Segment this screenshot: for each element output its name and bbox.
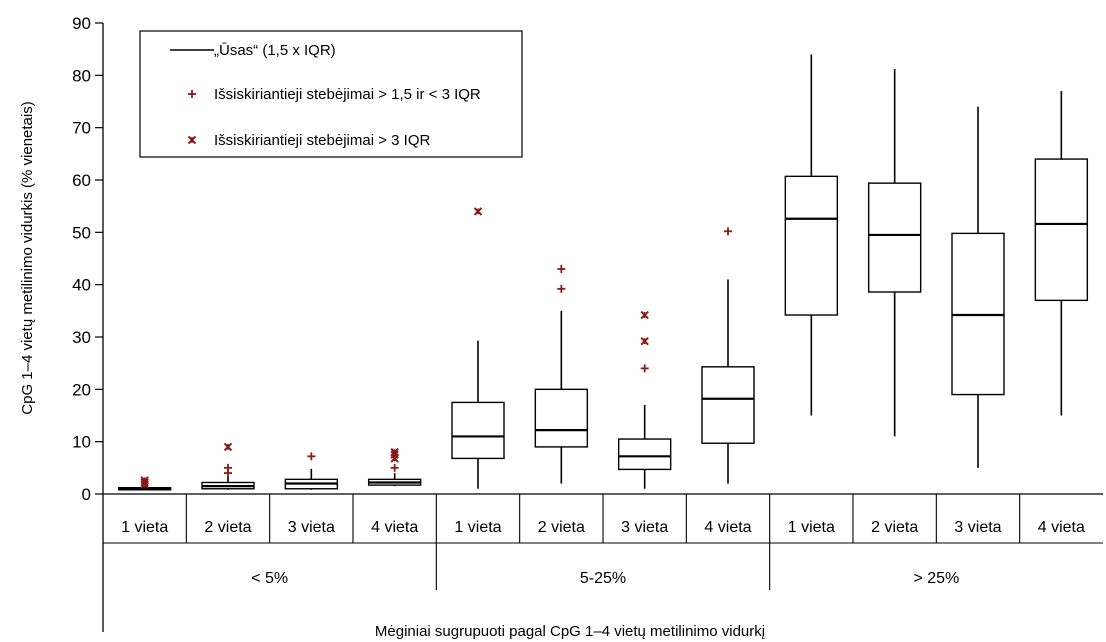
category-label: 1 vieta [788,519,835,536]
x-axis-label: Mėginiai sugrupuoti pagal CpG 1–4 vietų … [375,623,765,640]
mild-outlier [557,284,566,293]
mild-outlier [724,227,732,236]
category-label: 2 vieta [871,519,918,536]
iqr-box [867,182,922,293]
box-3 [284,452,339,490]
iqr-box [451,401,505,460]
category-table: 1 vieta 2 vieta 3 vieta 4 vieta < 5% 1 vieta 2… [103,494,1103,590]
legend-frame [139,30,523,158]
y-tick-label: 10 [72,433,91,452]
category-label: 3 vieta [954,519,1001,536]
category-label: 1 vieta [454,519,501,536]
category-label: 3 vieta [288,519,335,536]
legend-entry-whisker: „Ūsas“ (1,5 x IQR) [214,42,336,59]
category-label: 4 vieta [371,519,418,536]
group-label: 5-25% [580,570,626,587]
box-8 [701,227,755,484]
category-label: 4 vieta [1038,519,1085,536]
y-tick-label: 30 [72,328,91,347]
extreme-outlier [473,207,483,216]
box-9 [784,54,839,416]
box-12 [1034,91,1089,416]
legend-cross-symbol [187,135,197,145]
y-tick-label: 80 [72,66,91,85]
legend-entry-extreme-outliers: Išsiskiriantieji stebėjimai > 3 IQR [214,132,430,149]
iqr-box [701,366,755,444]
y-tick-label: 90 [72,14,91,33]
box-1 [117,476,172,491]
y-tick-label: 20 [72,380,91,399]
y-tick-label: 40 [72,276,91,295]
y-tick-label: 70 [72,119,91,138]
extreme-outlier [640,310,649,320]
legend: „Ūsas“ (1,5 x IQR) Išsiskiriantieji steb… [139,30,523,158]
y-axis-label: CpG 1–4 vietų metilinimo vidurkis (% vie… [19,101,36,414]
iqr-box [1034,158,1089,302]
box-6 [534,264,589,484]
mild-outlier [640,364,649,373]
y-tick-label: 60 [72,171,91,190]
iqr-box [534,388,589,448]
box-7 [617,310,672,489]
box-4 [367,447,422,487]
box-5 [451,207,505,489]
group-label: > 25% [913,570,959,587]
extreme-outlier [140,476,149,485]
y-tick-label: 50 [72,223,91,242]
extreme-outlier [390,447,399,457]
category-label: 2 vieta [204,519,251,536]
box-10 [867,69,922,437]
extreme-outlier [640,336,649,346]
mild-outlier [557,264,566,273]
category-label: 3 vieta [621,519,668,536]
legend-plus-symbol [188,90,196,98]
category-label: 4 vieta [704,519,751,536]
iqr-box [617,438,672,471]
mild-outlier [188,90,196,98]
box-11 [951,106,1005,468]
category-label: 2 vieta [538,519,585,536]
boxes [117,54,1089,491]
mild-outlier [307,452,316,461]
legend-entry-mild-outliers: Išsiskiriantieji stebėjimai > 1,5 ir < 3… [214,86,481,103]
box-2 [201,442,255,490]
mild-outlier [390,463,399,472]
extreme-outlier [223,442,233,452]
y-tick-label: 0 [82,485,91,504]
y-ticks: 0 10 20 30 40 50 60 70 80 90 [72,14,103,504]
mild-outlier [224,463,232,472]
iqr-box [784,175,839,316]
extreme-outlier [187,135,197,145]
group-label: < 5% [251,570,288,587]
category-label: 1 vieta [121,519,168,536]
